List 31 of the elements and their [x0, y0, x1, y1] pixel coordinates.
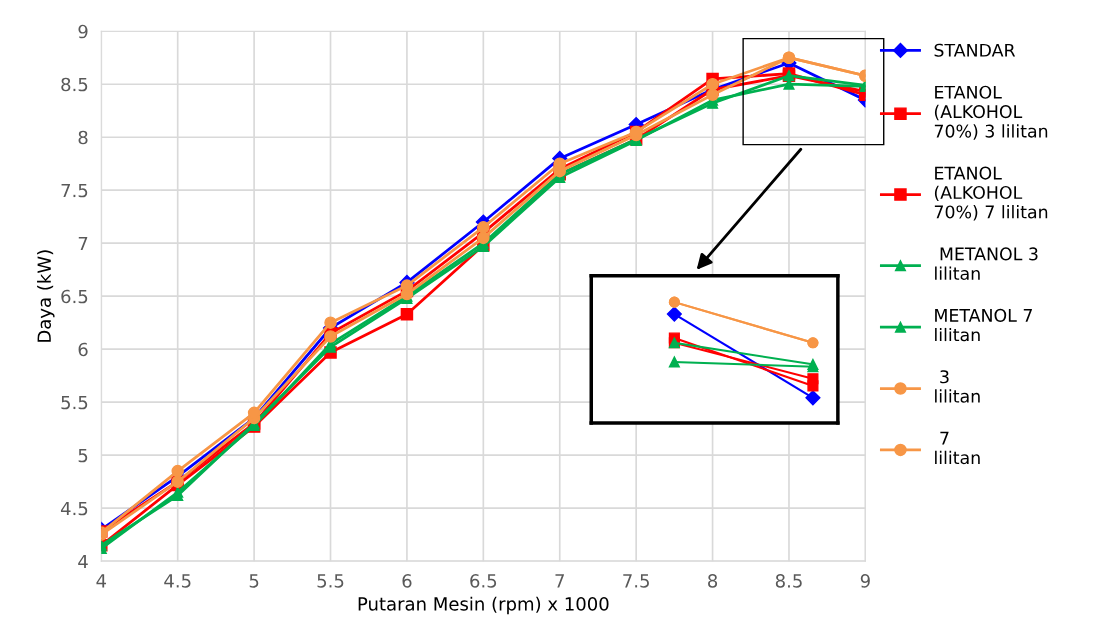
x-tick-label: 5 — [249, 574, 259, 588]
x-tick-label: 4.5 — [164, 574, 191, 588]
x-tick-label: 8.5 — [775, 574, 802, 588]
y-tick-label: 9 — [78, 24, 88, 39]
y-tick-label: 8.5 — [61, 77, 88, 92]
y-tick-label: 5 — [78, 448, 88, 463]
x-tick-label: 4 — [96, 574, 107, 588]
y-tick-label: 5.5 — [61, 395, 88, 410]
legend-label: ETANOL (ALKOHOL 70%) 7 lilitan — [934, 166, 1048, 221]
legend-label: ETANOL (ALKOHOL 70%) 3 lilitan — [934, 85, 1048, 140]
y-tick-label: 6.5 — [61, 289, 88, 304]
legend-label: METANOL 3 lilitan — [935, 247, 1038, 280]
x-axis-title: Putaran Mesin (rpm) x 1000 — [358, 596, 609, 615]
y-tick-label: 6 — [78, 342, 88, 357]
y-tick-label: 7 — [78, 236, 88, 251]
y-tick-label: 4 — [78, 554, 88, 569]
legend-label: METANOL 7 lilitan — [935, 308, 1032, 342]
legend-label: 3 lilitan — [935, 370, 980, 403]
legend-label: STANDAR — [934, 43, 1016, 57]
x-tick-label: 8 — [708, 574, 718, 588]
y-tick-label: 7.5 — [61, 183, 88, 198]
x-tick-label: 6 — [402, 574, 412, 588]
x-tick-label: 9 — [860, 574, 870, 588]
legend-label: 7 lilitan — [935, 431, 980, 465]
y-tick-label: 4.5 — [60, 501, 88, 516]
x-tick-label: 7 — [555, 574, 564, 588]
x-tick-label: 5.5 — [317, 574, 344, 588]
y-tick-label: 8 — [78, 130, 88, 145]
y-axis-title: Daya (kW) — [37, 250, 55, 342]
x-tick-label: 7.5 — [623, 574, 649, 588]
x-tick-label: 6.5 — [470, 574, 497, 588]
